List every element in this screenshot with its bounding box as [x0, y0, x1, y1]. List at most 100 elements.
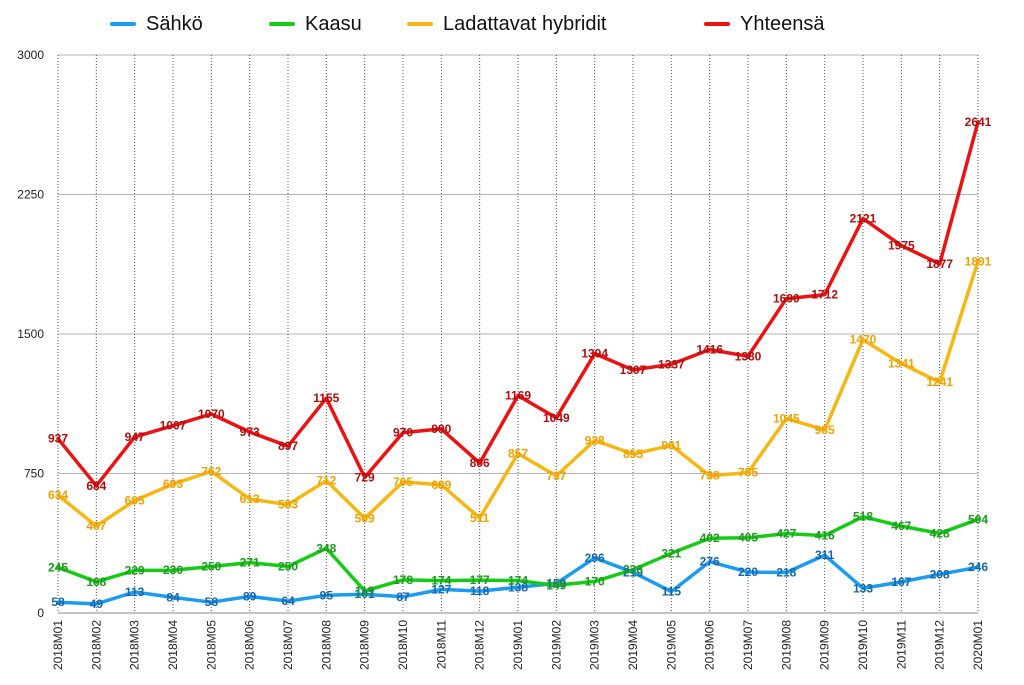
data-point: [746, 570, 750, 574]
data-label: 1690: [773, 292, 800, 306]
data-point: [823, 293, 827, 297]
data-point: [746, 471, 750, 475]
data-point: [861, 216, 865, 220]
data-label: 219: [623, 565, 643, 579]
data-label: 95: [320, 588, 334, 602]
data-label: 168: [86, 575, 106, 589]
data-label: 689: [431, 478, 451, 492]
data-point: [631, 452, 635, 456]
data-point: [593, 438, 597, 442]
data-point: [94, 580, 98, 584]
data-label: 762: [201, 464, 221, 478]
data-point: [669, 551, 673, 555]
data-label: 133: [853, 581, 873, 595]
data-point: [669, 362, 673, 366]
data-label: 712: [316, 474, 336, 488]
data-label: 49: [90, 597, 104, 611]
data-label: 467: [891, 519, 911, 533]
data-label: 1155: [313, 391, 339, 405]
data-label: 208: [930, 567, 950, 581]
x-tick-label: 2018M03: [128, 620, 142, 670]
data-point: [478, 461, 482, 465]
y-tick-label: 0: [37, 606, 44, 620]
x-tick-label: 2019M11: [894, 620, 908, 669]
data-label: 246: [968, 560, 988, 574]
data-label: 1307: [620, 363, 647, 377]
data-point: [209, 565, 213, 568]
data-label: 296: [585, 551, 605, 565]
data-label: 937: [48, 432, 68, 446]
data-point: [286, 565, 290, 568]
data-label: 504: [968, 512, 988, 526]
legend-item-yhteensa: Yhteensä: [704, 8, 825, 40]
data-label: 737: [546, 469, 566, 483]
x-tick-label: 2018M04: [166, 620, 180, 670]
data-point: [976, 259, 980, 263]
data-label: 990: [431, 422, 451, 436]
data-point: [133, 568, 137, 572]
x-tick-label: 2019M12: [933, 620, 947, 670]
data-label: 634: [48, 488, 68, 502]
data-label: 405: [738, 531, 758, 545]
data-label: 518: [853, 510, 873, 524]
x-tick-label: 2019M08: [779, 620, 793, 670]
data-label: 583: [278, 498, 298, 512]
data-point: [363, 475, 367, 479]
data-point: [746, 354, 750, 358]
data-label: 174: [508, 574, 528, 588]
data-point: [94, 484, 98, 488]
x-tick-label: 2018M08: [319, 620, 333, 670]
data-label: 1394: [581, 347, 608, 361]
data-label: 705: [393, 475, 413, 489]
data-label: 1007: [160, 419, 187, 433]
data-label: 115: [662, 585, 682, 599]
x-tick-label: 2019M10: [856, 620, 870, 670]
data-point: [938, 531, 942, 535]
data-point: [899, 580, 903, 584]
x-tick-label: 2020M01: [971, 620, 985, 670]
data-point: [56, 437, 60, 441]
data-point: [94, 524, 98, 528]
data-point: [976, 565, 980, 569]
x-tick-label: 2019M07: [741, 620, 755, 670]
x-tick-label: 2018M02: [89, 620, 103, 670]
x-tick-label: 2018M12: [473, 620, 487, 670]
data-point: [248, 497, 252, 501]
y-tick-label: 2250: [17, 188, 44, 202]
data-point: [708, 474, 712, 478]
legend-item-hybridit: Ladattavat hybridit: [407, 8, 606, 40]
x-tick-label: 2019M05: [664, 620, 678, 670]
data-point: [593, 556, 597, 560]
data-point: [784, 417, 788, 421]
data-label: 1891: [965, 254, 992, 268]
data-point: [784, 297, 788, 301]
data-label: 806: [470, 456, 490, 470]
data-label: 2641: [965, 115, 992, 129]
data-point: [516, 394, 520, 398]
data-point: [133, 590, 137, 594]
data-point: [631, 568, 635, 572]
data-point: [593, 352, 597, 356]
legend-label-hybridit: Ladattavat hybridit: [443, 12, 607, 35]
data-point: [363, 592, 367, 596]
data-point: [516, 452, 520, 456]
x-tick-label: 2019M02: [549, 620, 563, 670]
data-point: [248, 594, 252, 598]
data-label: 729: [355, 470, 375, 484]
data-label: 230: [163, 563, 183, 577]
data-label: 170: [585, 574, 605, 588]
data-label: 738: [700, 469, 720, 483]
data-label: 64: [281, 594, 295, 608]
data-label: 321: [661, 546, 681, 560]
data-label: 177: [470, 573, 490, 587]
data-point: [286, 599, 290, 603]
data-point: [209, 469, 213, 473]
data-label: 149: [546, 578, 566, 592]
x-tick-label: 2018M09: [358, 620, 372, 670]
data-point: [708, 560, 712, 564]
data-label: 311: [815, 548, 835, 562]
data-label: 509: [355, 511, 375, 525]
data-label: 84: [166, 590, 180, 604]
data-point: [478, 516, 482, 520]
data-point: [324, 479, 328, 483]
